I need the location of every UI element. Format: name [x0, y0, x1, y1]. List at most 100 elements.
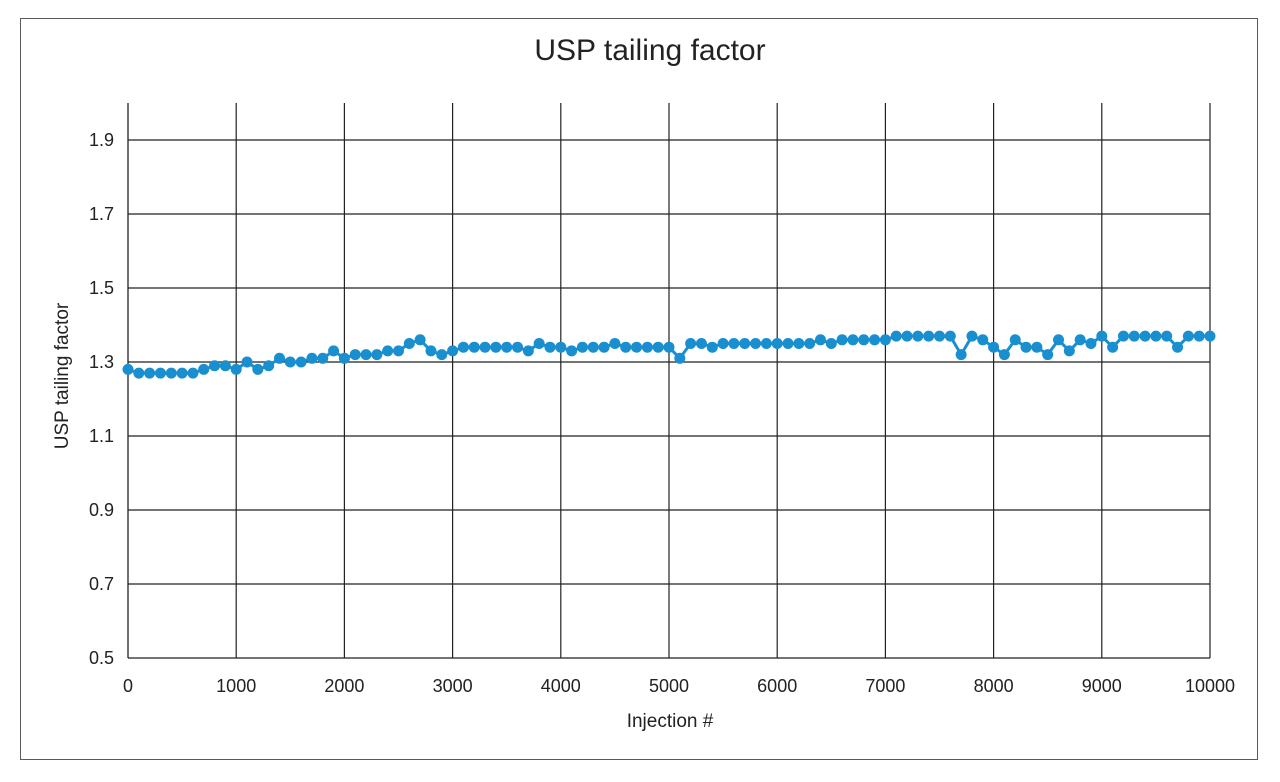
x-tick-label: 10000: [1185, 676, 1235, 696]
data-point: [349, 349, 361, 361]
data-point: [533, 338, 545, 349]
chart-title: USP tailing factor: [534, 34, 766, 67]
data-point: [403, 338, 415, 349]
data-point: [501, 341, 513, 353]
data-point: [825, 338, 837, 349]
data-point: [1172, 341, 1184, 353]
data-point: [512, 341, 524, 353]
y-tick-label: 0.7: [89, 574, 114, 594]
y-tick-labels: 0.5 0.7 0.9 1.1 1.3 1.5 1.7 1.9: [89, 130, 114, 668]
data-point: [1128, 330, 1140, 342]
data-point: [836, 334, 848, 346]
y-tick-label: 1.9: [89, 130, 114, 150]
y-axis-title: USP tailing factor: [52, 302, 73, 449]
data-point: [165, 367, 177, 379]
data-point: [1031, 341, 1043, 353]
data-point: [934, 330, 945, 342]
data-point: [1150, 330, 1162, 342]
data-point: [988, 341, 1000, 353]
data-point: [847, 334, 859, 346]
data-point: [652, 341, 664, 353]
data-point: [414, 334, 426, 346]
data-point: [1020, 341, 1032, 353]
x-tick-label: 5000: [649, 676, 689, 696]
data-point: [760, 338, 772, 349]
y-tick-label: 0.9: [89, 500, 114, 520]
data-point: [425, 345, 437, 357]
data-point: [338, 352, 350, 364]
chart-frame: [20, 18, 1258, 760]
data-point: [457, 341, 469, 353]
data-point: [1193, 330, 1205, 342]
data-point: [1053, 334, 1065, 346]
data-point: [609, 338, 621, 349]
data-point: [447, 345, 459, 357]
y-tick-label: 1.1: [89, 426, 114, 446]
data-point: [1117, 330, 1129, 342]
y-tick-label: 1.3: [89, 352, 114, 372]
data-point: [695, 338, 707, 349]
x-tick-label: 3000: [433, 676, 473, 696]
data-point: [382, 345, 394, 357]
x-tick-labels: 0 1000 2000 3000 4000 5000 6000 7000 8000 9000 100…: [123, 676, 1235, 696]
data-point: [230, 363, 242, 375]
data-point: [998, 349, 1010, 361]
data-point: [198, 363, 210, 375]
data-point: [252, 363, 264, 375]
y-tick-label: 1.7: [89, 204, 114, 224]
data-point: [793, 338, 805, 349]
data-point: [1009, 334, 1021, 346]
data-point: [674, 352, 686, 364]
data-point: [306, 352, 318, 364]
data-point: [1085, 338, 1097, 349]
data-point: [858, 334, 870, 346]
data-point: [587, 341, 599, 353]
data-point: [955, 349, 967, 361]
x-tick-label: 1000: [216, 676, 256, 696]
data-point: [739, 338, 751, 349]
data-point: [187, 367, 199, 379]
data-point: [490, 341, 502, 353]
data-point: [436, 349, 448, 361]
data-point: [782, 338, 794, 349]
data-point: [912, 330, 924, 342]
data-point: [479, 341, 491, 353]
data-point: [598, 341, 610, 353]
data-point: [1074, 334, 1086, 346]
data-point: [1182, 330, 1194, 342]
data-point: [1042, 349, 1054, 361]
data-point: [901, 330, 913, 342]
data-point: [631, 341, 643, 353]
data-point: [869, 334, 881, 346]
x-tick-label: 0: [123, 676, 133, 696]
data-point: [522, 345, 534, 357]
x-axis-title: Injection #: [627, 711, 714, 732]
data-point: [879, 334, 891, 346]
data-point: [263, 360, 275, 372]
data-point: [620, 341, 632, 353]
data-point: [241, 356, 253, 368]
data-point: [144, 367, 156, 379]
y-tick-label: 1.5: [89, 278, 114, 298]
data-point: [328, 345, 340, 357]
data-point: [814, 334, 826, 346]
data-point: [663, 341, 675, 353]
data-point: [706, 341, 718, 353]
data-point: [1096, 330, 1108, 342]
x-tick-label: 4000: [541, 676, 581, 696]
data-point: [176, 367, 188, 379]
data-point: [804, 338, 816, 349]
data-point: [566, 345, 578, 357]
data-point: [717, 338, 729, 349]
x-tick-label: 2000: [324, 676, 364, 696]
data-point: [273, 352, 285, 364]
data-point: [923, 330, 935, 342]
data-point: [468, 341, 480, 353]
data-point: [641, 341, 653, 353]
x-tick-label: 9000: [1082, 676, 1122, 696]
data-point: [295, 356, 307, 368]
data-point: [966, 330, 978, 342]
y-tick-label: 0.5: [89, 648, 114, 668]
data-point: [977, 334, 989, 346]
